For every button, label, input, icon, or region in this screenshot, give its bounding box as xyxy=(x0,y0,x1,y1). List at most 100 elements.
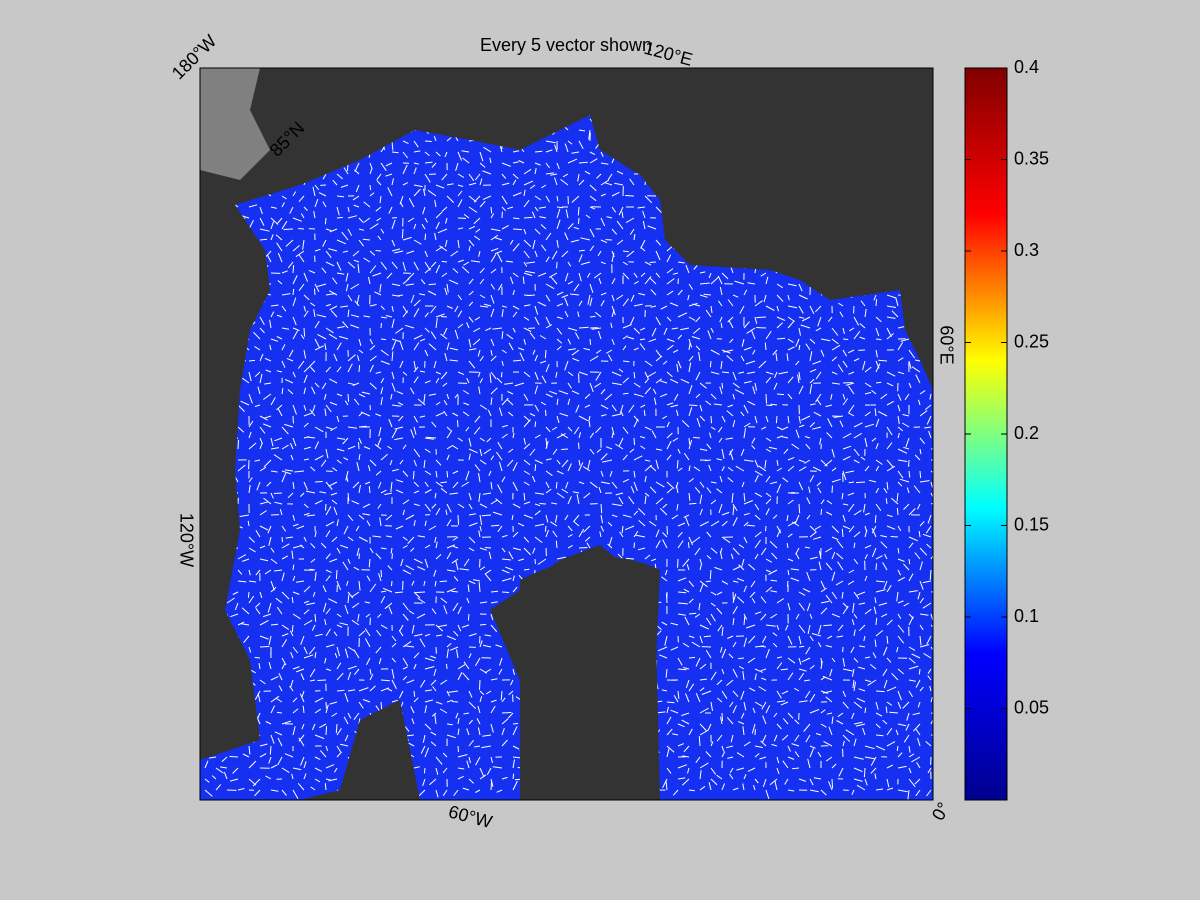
vector xyxy=(354,300,360,307)
vector xyxy=(259,635,269,640)
vector xyxy=(472,338,481,346)
vector xyxy=(446,569,456,572)
vector xyxy=(622,335,628,340)
vector xyxy=(537,272,547,277)
vector xyxy=(806,571,811,582)
vector xyxy=(791,743,800,747)
vector xyxy=(637,206,646,209)
vector xyxy=(847,349,855,354)
vector xyxy=(290,652,294,659)
vector xyxy=(465,470,470,481)
vector xyxy=(820,723,827,728)
vector xyxy=(399,340,404,351)
vector xyxy=(391,468,399,472)
vector xyxy=(204,789,213,797)
vector xyxy=(817,316,822,327)
vector xyxy=(587,294,591,305)
vector xyxy=(709,360,712,368)
vector xyxy=(732,591,734,602)
vector xyxy=(669,378,679,384)
vector xyxy=(729,767,734,774)
vector xyxy=(666,481,675,489)
vector xyxy=(473,195,481,203)
vector xyxy=(886,619,893,626)
vector xyxy=(457,728,460,736)
vector xyxy=(740,411,745,417)
vector xyxy=(281,360,286,368)
vector xyxy=(391,283,401,287)
vector xyxy=(424,689,433,692)
vector xyxy=(811,633,822,637)
vector xyxy=(573,426,580,435)
vector xyxy=(268,661,272,670)
vector xyxy=(406,734,415,737)
vector xyxy=(875,503,882,511)
vector xyxy=(756,327,767,329)
vector xyxy=(558,390,569,395)
vector xyxy=(292,297,297,307)
vector xyxy=(481,745,492,749)
vector xyxy=(699,521,709,527)
vector xyxy=(545,232,552,241)
vector xyxy=(292,575,296,582)
vector xyxy=(807,758,811,769)
vector xyxy=(292,767,302,771)
vector xyxy=(691,641,701,648)
vector xyxy=(655,378,662,384)
vector xyxy=(301,690,305,698)
vector xyxy=(391,151,399,154)
vector xyxy=(578,462,584,472)
vector xyxy=(237,580,247,583)
vector xyxy=(776,337,786,340)
vector xyxy=(441,206,448,212)
vector xyxy=(523,501,531,505)
vector xyxy=(411,580,415,586)
vector xyxy=(287,492,294,499)
vector xyxy=(655,206,662,213)
vector xyxy=(639,338,646,341)
vector xyxy=(639,343,646,351)
vector xyxy=(853,738,857,747)
vector xyxy=(816,481,822,487)
vector xyxy=(462,787,470,791)
vector xyxy=(710,371,720,375)
vector xyxy=(825,562,833,571)
vector xyxy=(649,486,657,494)
vector xyxy=(763,294,767,303)
vector xyxy=(732,641,737,648)
vector xyxy=(640,445,646,450)
vector xyxy=(747,657,756,664)
vector xyxy=(424,633,431,637)
vector xyxy=(644,195,653,204)
vector xyxy=(864,554,868,560)
vector xyxy=(842,398,849,406)
vector xyxy=(485,327,492,332)
vector xyxy=(716,734,723,742)
vector xyxy=(556,398,559,406)
vector xyxy=(716,774,723,780)
vector xyxy=(468,206,478,213)
vector xyxy=(426,436,437,439)
vector xyxy=(433,668,437,677)
vector xyxy=(336,547,341,554)
vector xyxy=(391,261,398,269)
vector xyxy=(286,357,294,362)
vector xyxy=(259,373,263,384)
vector xyxy=(303,310,309,318)
vector xyxy=(428,343,437,351)
colorbar-tick-label: 0.2 xyxy=(1014,423,1039,443)
vector xyxy=(302,239,305,250)
vector xyxy=(622,324,632,329)
vector xyxy=(750,580,756,588)
vector xyxy=(523,568,530,571)
vector xyxy=(347,536,354,542)
vector xyxy=(577,206,580,216)
vector xyxy=(490,254,497,263)
vector xyxy=(786,514,789,522)
vector xyxy=(523,180,534,186)
vector xyxy=(489,157,492,164)
vector xyxy=(310,558,316,563)
vector xyxy=(743,773,747,780)
vector xyxy=(683,588,690,593)
vector xyxy=(292,523,299,527)
